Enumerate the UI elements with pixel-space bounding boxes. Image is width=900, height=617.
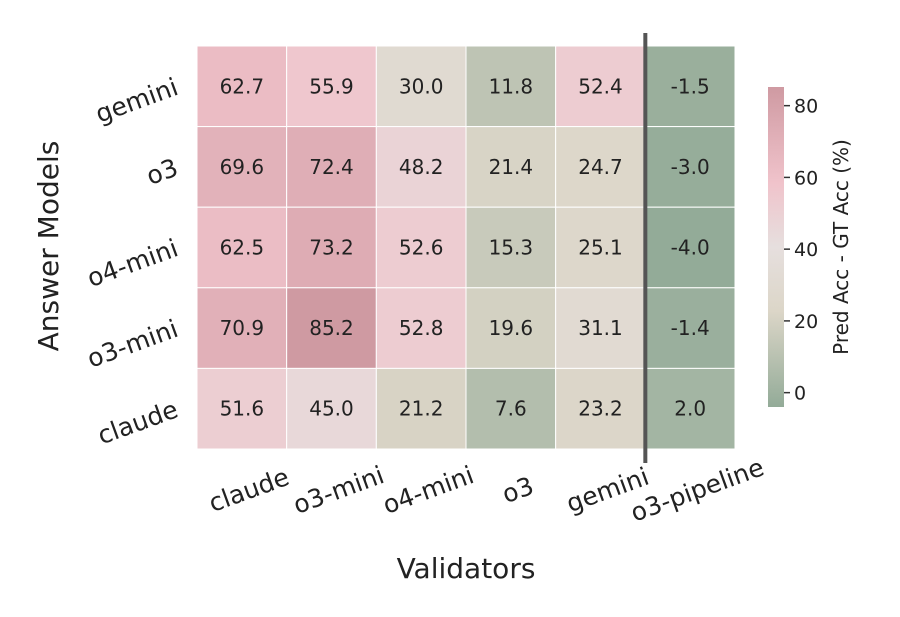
- cell-value-label: 72.4: [309, 155, 354, 179]
- colorbar-tick-label: 80: [794, 96, 818, 118]
- heatmap-cell: [644, 287, 736, 369]
- heatmap-cell: [644, 367, 736, 450]
- cell-value-label: 11.8: [489, 74, 534, 98]
- x-tick-label: o3-mini: [289, 460, 388, 520]
- y-tick-label: o3-mini: [83, 314, 182, 374]
- heatmap-cell: [196, 287, 288, 369]
- x-tick-label: claude: [205, 462, 293, 518]
- colorbar-tick-label: 40: [794, 239, 818, 261]
- heatmap-cell: [644, 45, 736, 128]
- y-tick-label: claude: [94, 395, 182, 451]
- cell-value-label: 7.6: [495, 397, 527, 421]
- heatmap-cell: [555, 287, 646, 369]
- x-tick-label: o4-mini: [379, 460, 478, 520]
- heatmap-cell: [465, 126, 557, 208]
- heatmap-cell: [465, 206, 557, 289]
- heatmap-cells: [196, 45, 736, 450]
- y-axis-title: Answer Models: [32, 141, 65, 352]
- cell-value-label: 51.6: [220, 397, 265, 421]
- cell-value-label: 31.1: [578, 316, 623, 340]
- cell-value-label: 45.0: [309, 397, 354, 421]
- cell-value-label: 85.2: [309, 316, 354, 340]
- heatmap-cell: [196, 206, 288, 289]
- cell-value-labels: 62.7 55.9 30.0 11.8 52.4 -1.5 69.6 72.4 48.2 21.4…: [220, 74, 710, 420]
- cell-value-label: -4.0: [671, 236, 710, 260]
- y-tick-label: gemini: [92, 72, 182, 128]
- heatmap-cell: [375, 45, 467, 128]
- colorbar-label: Pred Acc - GT Acc (%): [829, 139, 853, 355]
- heatmap-cell: [286, 287, 377, 369]
- x-axis-title: Validators: [397, 552, 536, 585]
- cell-value-label: 30.0: [399, 74, 444, 98]
- heatmap-cell: [196, 367, 288, 450]
- cell-value-label: -1.4: [671, 316, 710, 340]
- colorbar-tick-label: 0: [794, 383, 806, 405]
- colorbar-tick-label: 20: [794, 311, 818, 333]
- heatmap-cell: [375, 367, 467, 450]
- cell-value-label: 15.3: [489, 236, 534, 260]
- cell-value-label: 55.9: [309, 74, 354, 98]
- colorbar-gradient: [768, 87, 784, 407]
- cell-value-label: -1.5: [671, 74, 710, 98]
- cell-value-label: 73.2: [309, 236, 354, 260]
- cell-value-label: 21.2: [399, 397, 444, 421]
- cell-value-label: 2.0: [674, 397, 706, 421]
- cell-value-label: 70.9: [220, 316, 265, 340]
- cell-value-label: 21.4: [489, 155, 534, 179]
- cell-value-label: 24.7: [578, 155, 623, 179]
- cell-value-label: -3.0: [671, 155, 710, 179]
- heatmap-cell: [465, 45, 557, 128]
- heatmap-cell: [286, 206, 377, 289]
- cell-value-label: 23.2: [578, 397, 623, 421]
- cell-value-label: 52.4: [578, 74, 623, 98]
- y-tick-label: o3: [143, 153, 182, 191]
- heatmap-cell: [555, 206, 646, 289]
- cell-value-label: 25.1: [578, 236, 623, 260]
- cell-value-label: 52.8: [399, 316, 444, 340]
- heatmap-cell: [286, 45, 377, 128]
- heatmap-cell: [644, 126, 736, 208]
- cell-value-label: 48.2: [399, 155, 444, 179]
- cell-value-label: 52.6: [399, 236, 444, 260]
- heatmap-cell: [196, 45, 288, 128]
- heatmap-cell: [555, 367, 646, 450]
- heatmap-cell: [555, 45, 646, 128]
- heatmap-cell: [375, 287, 467, 369]
- x-tick-label: o3: [498, 471, 537, 509]
- y-tick-labels: gemini o3 o4-mini o3-mini claude: [83, 72, 182, 450]
- cell-value-label: 69.6: [220, 155, 265, 179]
- cell-value-label: 62.5: [220, 236, 265, 260]
- colorbar-tick-label: 60: [794, 167, 818, 189]
- cell-value-label: 19.6: [489, 316, 534, 340]
- heatmap-cell: [465, 367, 557, 450]
- heatmap-cell: [286, 126, 377, 208]
- colorbar: 0 20 40 60 80: [768, 87, 818, 407]
- y-tick-label: o4-mini: [83, 233, 182, 293]
- heatmap-cell: [465, 287, 557, 369]
- cell-value-label: 62.7: [220, 74, 265, 98]
